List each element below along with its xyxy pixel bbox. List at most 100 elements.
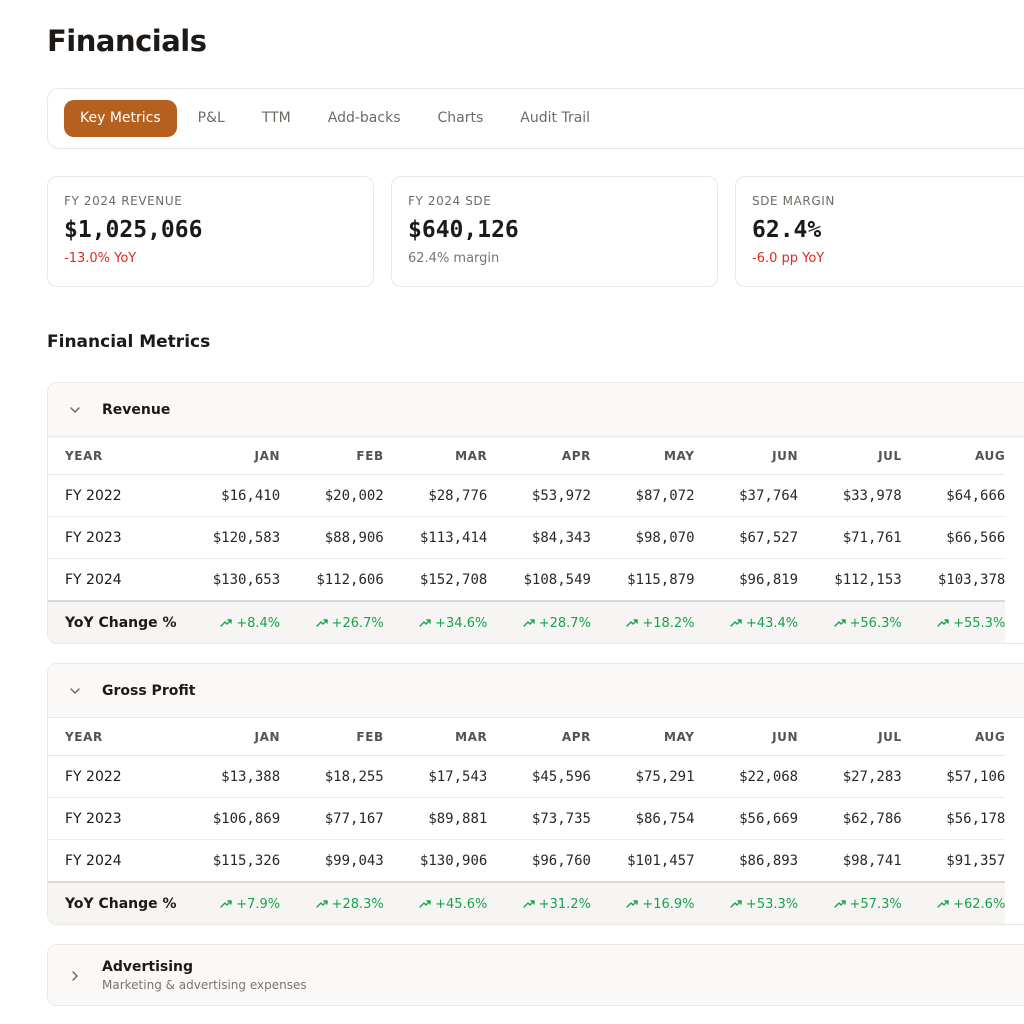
tab-bar: Key Metrics P&L TTM Add-backs Charts Audit Tr… (47, 88, 1024, 149)
column-header: MAY (590, 437, 695, 475)
column-header: AUG (901, 437, 1006, 475)
card-note: 62.4% margin (408, 251, 500, 266)
value-cell: $120,583 (176, 516, 281, 559)
yoy-cell: +55.3% (901, 600, 1006, 643)
value-cell: $28,776 (383, 474, 488, 517)
column-header: JUN (694, 437, 799, 475)
yoy-cell: +31.2% (487, 881, 591, 924)
yoy-cell: +34.6% (383, 600, 488, 643)
value-cell: $64,666 (901, 474, 1006, 517)
row-year: FY 2023 (48, 516, 177, 559)
card-value: $640,126 (408, 217, 519, 243)
value-cell: $53,972 (487, 474, 591, 517)
yoy-cell: +57.3% (798, 881, 902, 924)
card-note: -6.0 pp YoY (752, 251, 825, 266)
yoy-cell: +53.3% (694, 881, 799, 924)
column-header: MAR (383, 437, 488, 475)
trend-up-icon (315, 618, 328, 627)
tab[interactable]: Add-backs (327, 110, 401, 126)
value-cell: $91,357 (901, 839, 1006, 883)
yoy-value: +7.9% (236, 896, 281, 912)
yoy-cell: +45.6% (383, 881, 488, 924)
value-cell: $87,072 (590, 474, 695, 517)
value-cell: $98,070 (590, 516, 695, 559)
yoy-value: +62.6% (953, 896, 1006, 912)
value-cell: $77,167 (280, 797, 384, 840)
card-label: SDE MARGIN (752, 194, 835, 208)
yoy-value: +28.3% (331, 896, 384, 912)
metric-section: Gross Profit YEAR JAN FEB MAR APR MAY JUN JUL AUG… (47, 663, 1024, 925)
card-value: $1,025,066 (64, 217, 203, 243)
value-cell: $89,881 (383, 797, 488, 840)
tab[interactable]: Charts (437, 110, 484, 126)
value-cell: $84,343 (487, 516, 591, 559)
yoy-cell: +16.9% (590, 881, 695, 924)
tab[interactable]: Audit Trail (520, 110, 591, 126)
value-cell: $113,414 (383, 516, 488, 559)
metric-card: SDE MARGIN 62.4% -6.0 pp YoY (735, 176, 1024, 287)
value-cell: $101,457 (590, 839, 695, 883)
yoy-value: +45.6% (435, 896, 488, 912)
value-cell: $86,893 (694, 839, 799, 883)
section-header[interactable]: Revenue (48, 383, 1024, 437)
yoy-cell: +8.4% (176, 600, 281, 643)
value-cell: $71,761 (798, 516, 902, 559)
metric-section: Advertising Marketing & advertising expen… (47, 944, 1024, 1006)
tab[interactable]: P&L (197, 110, 225, 126)
value-cell: $99,043 (280, 839, 384, 883)
value-cell: $98,741 (798, 839, 902, 883)
value-cell: $45,596 (487, 755, 591, 798)
yoy-cell: +62.6% (901, 881, 1006, 924)
yoy-value: +16.9% (642, 896, 695, 912)
header-row: YEAR JAN FEB MAR APR MAY JUN JUL AUG (48, 718, 1006, 756)
yoy-label: YoY Change % (48, 881, 177, 924)
value-cell: $103,378 (901, 558, 1006, 602)
value-cell: $27,283 (798, 755, 902, 798)
trend-up-icon (523, 618, 535, 627)
section-name: Advertising (102, 959, 193, 975)
value-cell: $108,549 (487, 558, 591, 602)
value-cell: $75,291 (590, 755, 695, 798)
value-cell: $86,754 (590, 797, 695, 840)
yoy-cell: +28.3% (280, 881, 384, 924)
value-cell: $62,786 (798, 797, 902, 840)
value-cell: $96,760 (487, 839, 591, 883)
card-label: FY 2024 REVENUE (64, 194, 183, 208)
chevron (48, 404, 102, 416)
trend-up-icon (937, 899, 949, 908)
card-label: FY 2024 SDE (408, 194, 492, 208)
value-cell: $33,978 (798, 474, 902, 517)
column-header: YEAR (48, 437, 177, 475)
value-cell: $152,708 (383, 558, 488, 602)
trend-up-icon (730, 899, 742, 908)
section-header[interactable]: Advertising Marketing & advertising expen… (48, 945, 1024, 1005)
value-cell: $106,869 (176, 797, 281, 840)
chevron-icon (72, 970, 79, 981)
value-cell: $57,106 (901, 755, 1006, 798)
value-cell: $73,735 (487, 797, 591, 840)
yoy-cell: +18.2% (590, 600, 695, 643)
data-row: FY 2023 $106,869 $77,167 $89,881 $73,735 $86,… (48, 797, 1006, 840)
section-header[interactable]: Gross Profit (48, 664, 1024, 718)
value-cell: $13,388 (176, 755, 281, 798)
yoy-value: +57.3% (849, 896, 902, 912)
column-header: YEAR (48, 718, 177, 756)
column-header: AUG (901, 718, 1006, 756)
yoy-value: +53.3% (745, 896, 799, 912)
value-cell: $66,566 (901, 516, 1006, 559)
row-year: FY 2024 (48, 839, 177, 883)
tab[interactable]: TTM (261, 110, 291, 126)
value-cell: $112,153 (798, 558, 902, 602)
metric-card: FY 2024 SDE $640,126 62.4% margin (391, 176, 718, 287)
yoy-row: YoY Change % +8.4% +26.7% +34.6% +28.7% +18.2… (48, 600, 1006, 643)
trend-up-icon (419, 618, 431, 627)
yoy-value: +56.3% (849, 615, 902, 631)
column-header: JUL (798, 718, 902, 756)
data-row: FY 2024 $130,653 $112,606 $152,708 $108,549 $… (48, 558, 1006, 602)
data-row: FY 2022 $16,410 $20,002 $28,776 $53,972 $87,0… (48, 474, 1006, 517)
tab[interactable]: Key Metrics (64, 100, 177, 137)
column-header: MAY (590, 718, 695, 756)
value-cell: $20,002 (280, 474, 384, 517)
section-subtitle: Marketing & advertising expenses (102, 978, 307, 992)
